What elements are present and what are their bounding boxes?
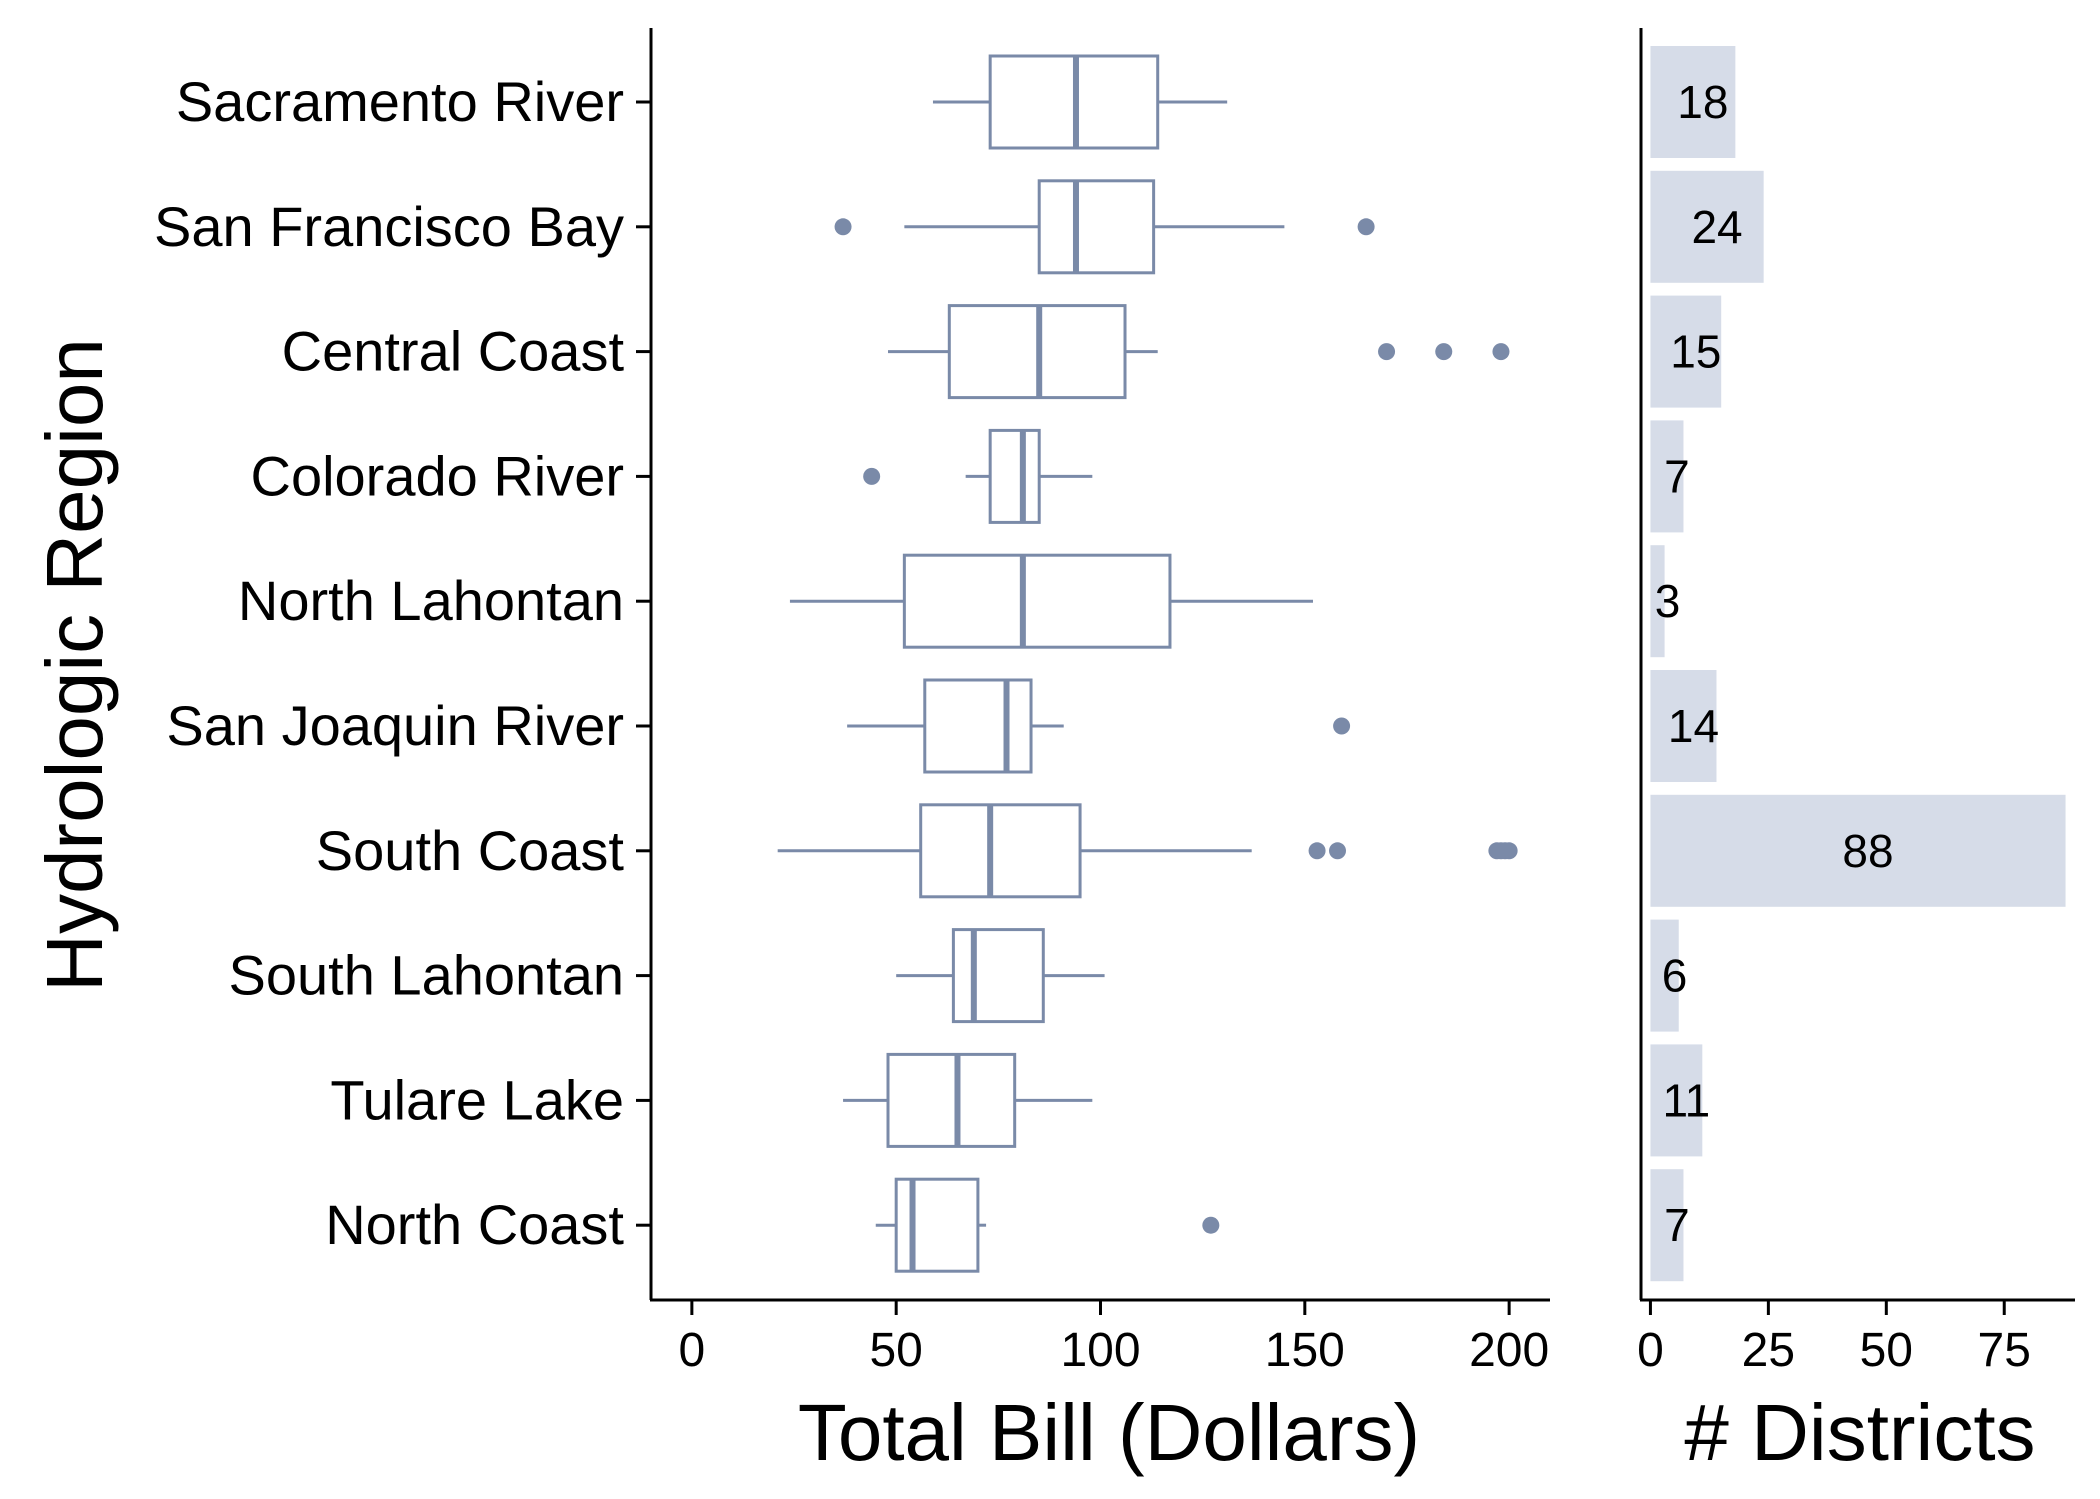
box-panel: 0 50 100 150 200 xyxy=(636,28,1550,1377)
region-labels: Sacramento River San Francisco Bay Central… xyxy=(154,70,624,1256)
region-label: North Lahontan xyxy=(238,569,624,632)
y-axis-title-group: Hydrologic Region xyxy=(30,338,119,992)
outlier-point xyxy=(1308,842,1326,860)
outlier-point xyxy=(863,467,881,485)
box-iqr xyxy=(923,678,1033,774)
count-bar xyxy=(1650,545,1665,658)
count-label: 15 xyxy=(1670,326,1721,378)
region-label: South Lahontan xyxy=(229,944,624,1007)
box-iqr xyxy=(951,928,1045,1024)
y-axis-title: Hydrologic Region xyxy=(30,338,119,992)
outlier-point xyxy=(1357,218,1375,236)
box-x-tick-label: 150 xyxy=(1265,1324,1345,1377)
count-bar xyxy=(1650,46,1736,158)
count-label: 24 xyxy=(1691,201,1742,253)
count-bar xyxy=(1650,1044,1703,1157)
count-bar xyxy=(1650,670,1717,782)
region-label: Sacramento River xyxy=(176,70,624,133)
region-label: South Coast xyxy=(316,819,625,882)
region-label: Central Coast xyxy=(282,320,625,383)
count-bar xyxy=(1650,1169,1684,1282)
box-iqr xyxy=(894,1177,980,1273)
outlier-point xyxy=(1492,343,1510,361)
box-x-tick-label: 50 xyxy=(869,1324,922,1377)
bar-x-tick-label: 0 xyxy=(1637,1324,1664,1377)
outlier-point xyxy=(834,218,852,236)
count-bar xyxy=(1650,420,1684,533)
box-iqr xyxy=(1037,179,1156,275)
outlier-point xyxy=(1333,717,1351,735)
region-label: Tulare Lake xyxy=(330,1068,624,1131)
box-x-tick-label: 200 xyxy=(1469,1324,1549,1377)
box-plot-5 xyxy=(847,678,1351,774)
count-label: 6 xyxy=(1662,950,1688,1002)
box-plot-6 xyxy=(777,803,1518,899)
box-plot-0 xyxy=(932,54,1228,150)
bar-x-axis-title: # Districts xyxy=(1684,1388,2035,1477)
box-x-tick-label: 100 xyxy=(1060,1324,1140,1377)
count-label: 7 xyxy=(1664,450,1690,502)
box-x-tick-label: 0 xyxy=(679,1324,706,1377)
count-bar xyxy=(1650,170,1764,283)
box-plot-3 xyxy=(863,428,1093,524)
box-iqr xyxy=(886,1052,1017,1148)
count-bar xyxy=(1650,794,2066,907)
outlier-point xyxy=(1329,842,1347,860)
box-plot-9 xyxy=(875,1177,1220,1273)
count-label: 14 xyxy=(1668,700,1719,752)
count-label: 18 xyxy=(1677,76,1728,128)
bar-panel: 18 24 15 7 3 14 88 6 11 7 0 25 50 75 xyxy=(1637,28,2075,1377)
box-iqr xyxy=(902,553,1172,649)
box-plot-8 xyxy=(843,1052,1093,1148)
box-plot-1 xyxy=(834,179,1375,275)
outlier-point xyxy=(1435,343,1453,361)
bar-x-tick-label: 75 xyxy=(1978,1324,2031,1377)
count-label: 11 xyxy=(1662,1074,1710,1126)
bar-x-tick-label: 50 xyxy=(1860,1324,1913,1377)
box-plot-4 xyxy=(789,553,1313,649)
count-label: 88 xyxy=(1842,825,1893,877)
box-plot-7 xyxy=(896,928,1105,1024)
outlier-point xyxy=(1378,343,1396,361)
box-iqr xyxy=(919,803,1082,899)
box-x-axis-title: Total Bill (Dollars) xyxy=(798,1388,1420,1477)
count-label: 7 xyxy=(1664,1199,1690,1251)
region-label: North Coast xyxy=(325,1193,624,1256)
outlier-point xyxy=(1202,1216,1220,1234)
region-label: San Joaquin River xyxy=(166,694,624,757)
count-bar xyxy=(1650,295,1722,408)
outlier-point xyxy=(1500,842,1518,860)
region-label: San Francisco Bay xyxy=(154,195,624,258)
box-plot-2 xyxy=(888,304,1510,400)
count-label: 3 xyxy=(1655,575,1681,627)
region-label: Colorado River xyxy=(251,444,625,507)
bar-x-tick-label: 25 xyxy=(1742,1324,1795,1377)
count-bar xyxy=(1650,919,1679,1032)
box-iqr xyxy=(988,428,1041,524)
